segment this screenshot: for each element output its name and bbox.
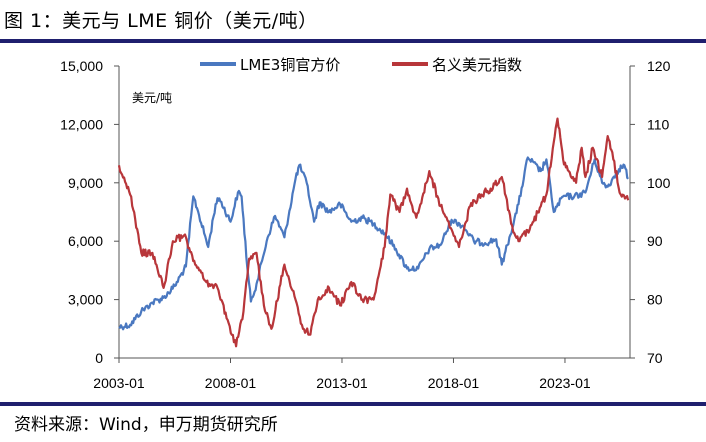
right-tick-label: 70 [647, 350, 663, 366]
left-tick-label: 6,000 [68, 233, 103, 249]
left-tick-label: 3,000 [68, 292, 103, 308]
legend-label: 名义美元指数 [432, 56, 522, 74]
x-tick-label: 2013-01 [316, 375, 368, 391]
top-rule [0, 39, 706, 43]
legend-label: LME3铜官方价 [240, 56, 340, 74]
figure-title: 图 1：美元与 LME 铜价（美元/吨） [4, 10, 318, 32]
x-tick-label: 2003-01 [93, 375, 145, 391]
source-note: 资料来源：Wind，申万期货研究所 [14, 415, 278, 435]
right-tick-label: 90 [647, 233, 663, 249]
bottom-rule [0, 402, 706, 406]
left-axis-ticks: 0 3,000 6,000 9,000 12,000 15,000 [60, 58, 119, 366]
series-line-1 [118, 156, 629, 331]
chart: 0 3,000 6,000 9,000 12,000 15,000 70 80 90 100 11… [60, 56, 671, 391]
left-tick-label: 12,000 [60, 116, 103, 132]
x-tick-label: 2023-01 [539, 375, 591, 391]
x-tick-label: 2018-01 [428, 375, 480, 391]
right-tick-label: 80 [647, 292, 663, 308]
unit-label: 美元/吨 [132, 91, 172, 105]
x-axis-ticks: 2003-01 2008-01 2013-01 2018-01 2023-01 [93, 358, 591, 391]
series-layer [117, 117, 630, 348]
right-tick-label: 100 [647, 175, 671, 191]
legend: LME3铜官方价 名义美元指数 [200, 56, 522, 74]
x-tick-label: 2008-01 [205, 375, 257, 391]
left-tick-label: 9,000 [68, 175, 103, 191]
plot-frame [118, 66, 631, 359]
series-line-2 [117, 117, 630, 348]
right-tick-label: 110 [647, 116, 670, 132]
left-tick-label: 15,000 [60, 58, 103, 74]
right-tick-label: 120 [647, 58, 671, 74]
left-tick-label: 0 [95, 350, 103, 366]
right-axis-ticks: 70 80 90 100 110 120 [630, 58, 671, 366]
